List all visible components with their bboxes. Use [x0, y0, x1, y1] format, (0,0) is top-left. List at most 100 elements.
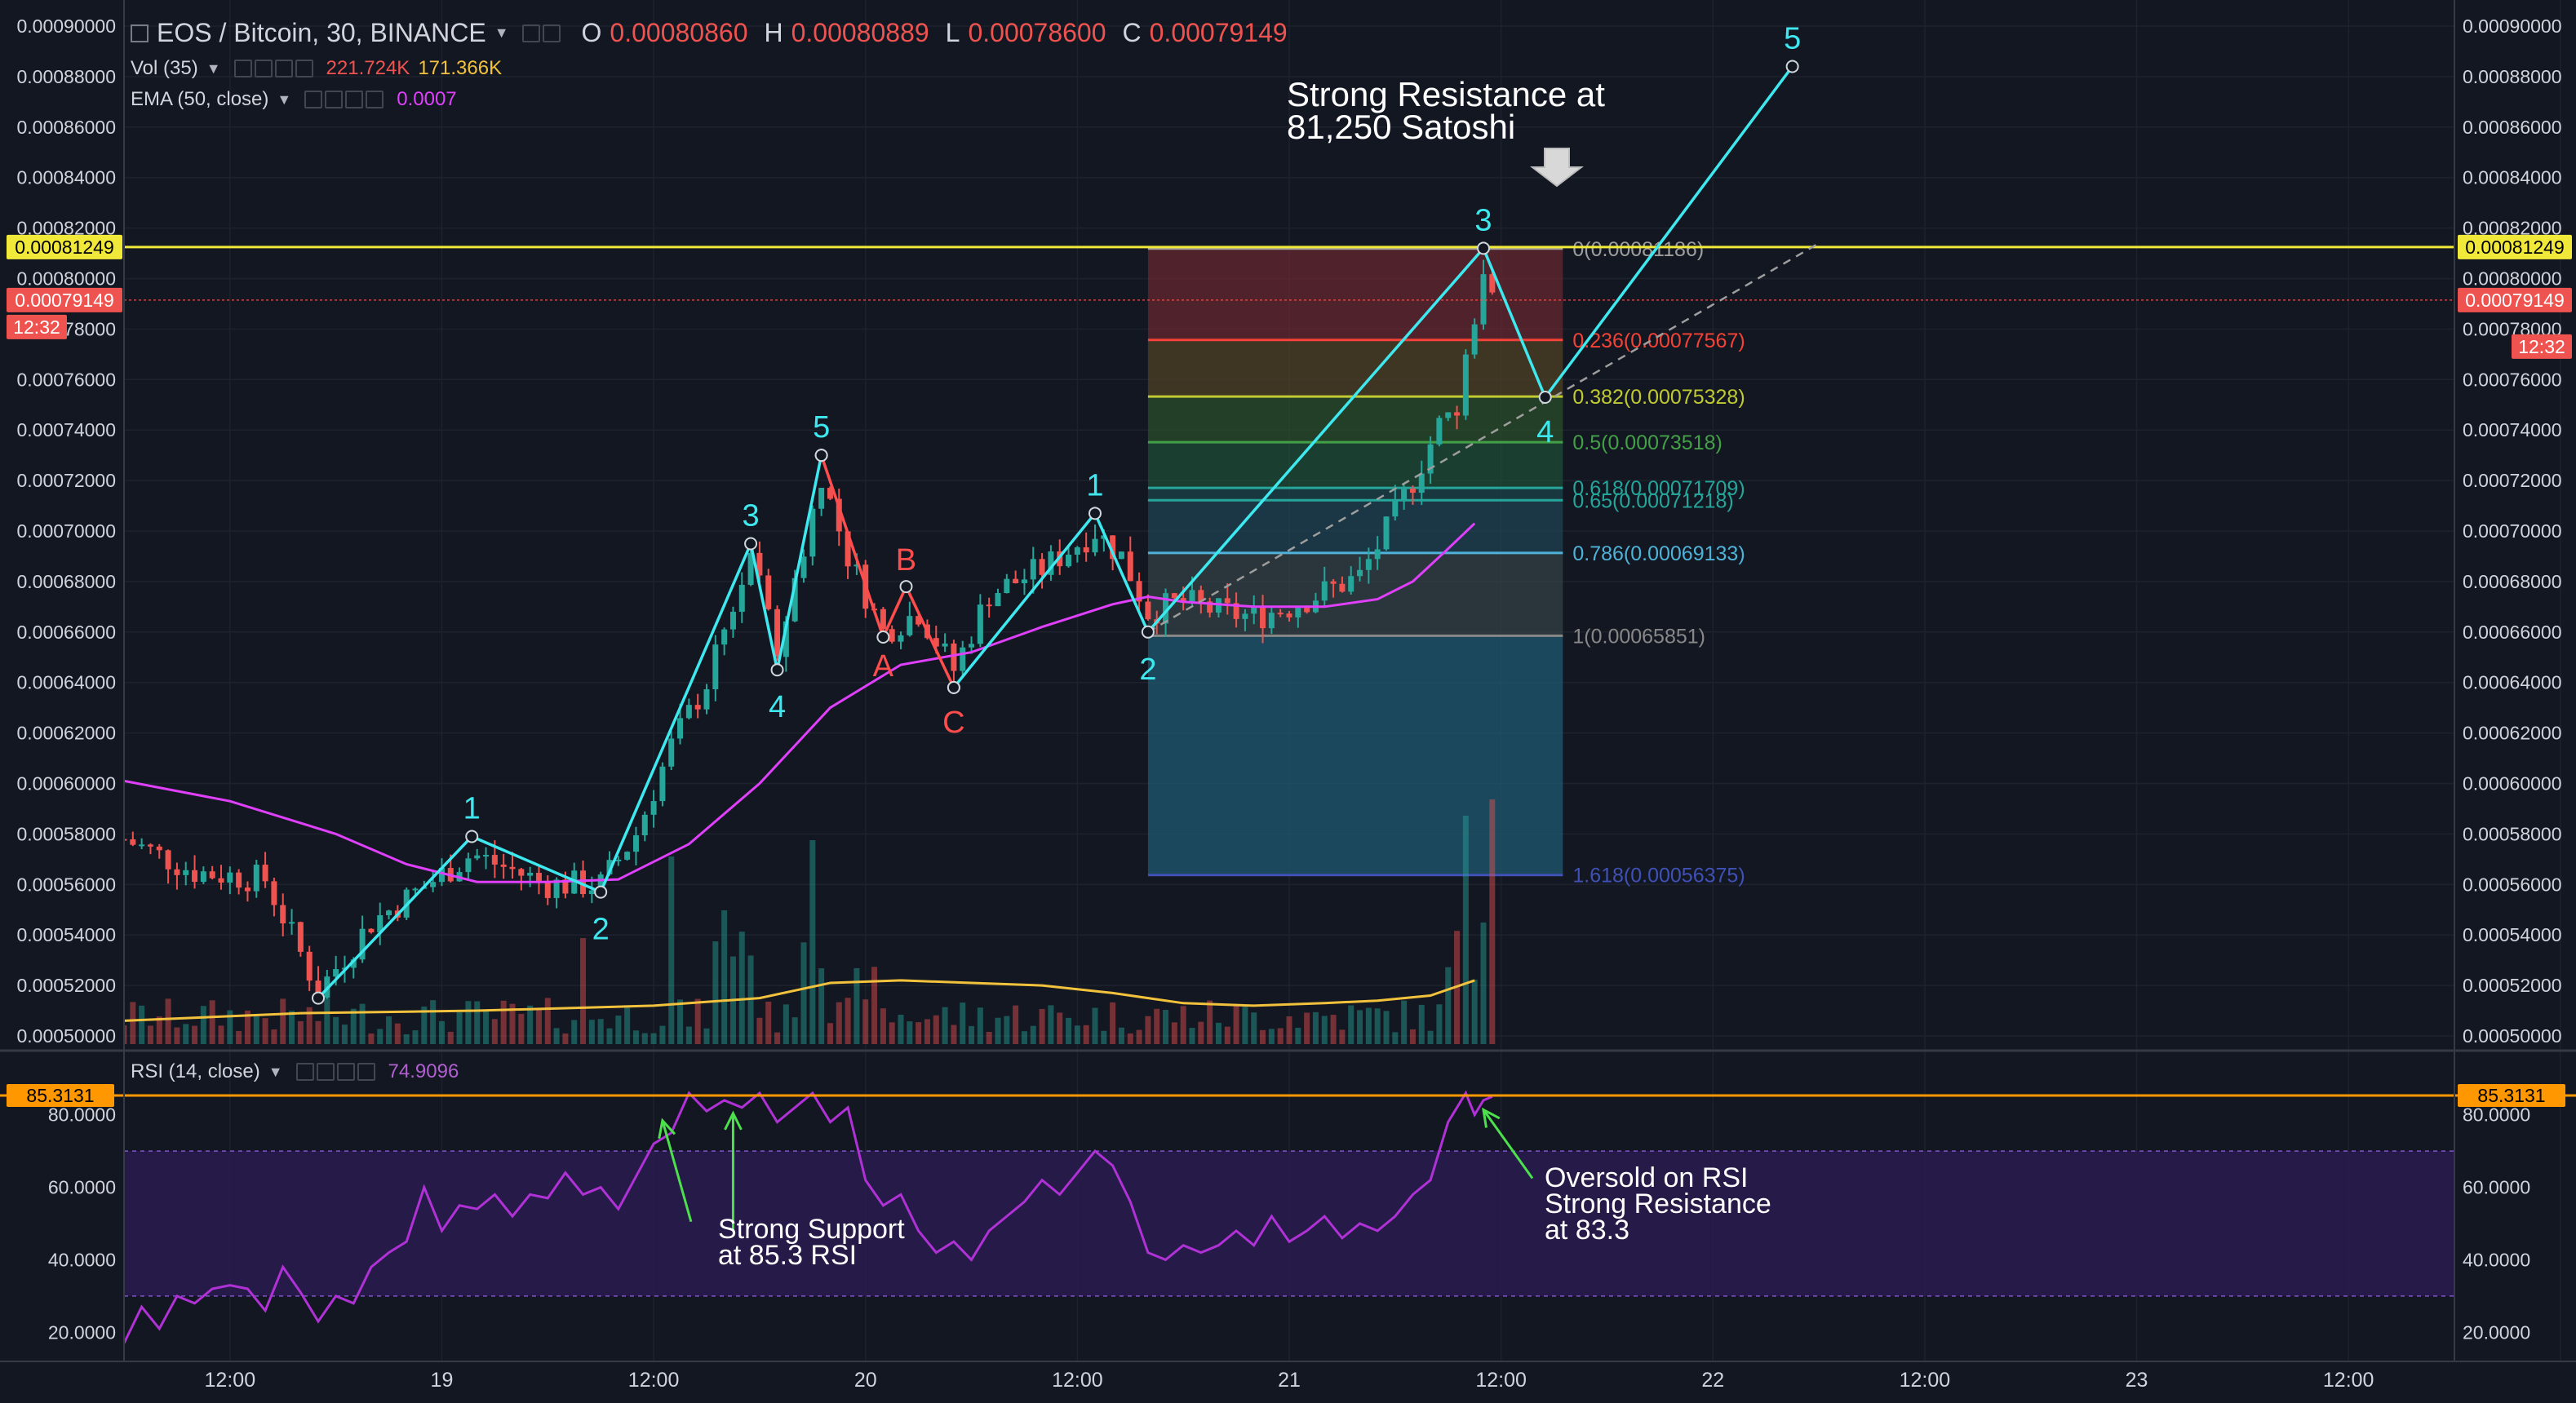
price-axis-tick-right: 0.00062000: [2463, 723, 2562, 744]
volume-bar: [333, 1016, 339, 1044]
candle-body: [827, 488, 833, 499]
candle-body: [721, 629, 728, 645]
more-icon[interactable]: [345, 91, 364, 108]
close-icon[interactable]: [295, 60, 313, 77]
chevron-down-icon[interactable]: ▼: [206, 60, 221, 77]
eye-icon[interactable]: [233, 60, 252, 77]
impulse-wave-2-label: 4: [1536, 415, 1554, 449]
candle-body: [1251, 606, 1257, 614]
impulse-wave-2-line: [952, 65, 1794, 689]
price-axis-tick-right: 0.00076000: [2463, 369, 2562, 390]
candle-body: [139, 844, 145, 847]
ema-legend-controls[interactable]: [304, 91, 384, 108]
settings-icon[interactable]: [521, 24, 540, 42]
volume-bar: [1312, 1011, 1319, 1044]
countdown-label-right-box: [2512, 334, 2572, 359]
candle-body: [615, 859, 622, 861]
impulse-wave-2-point: [1141, 625, 1155, 639]
volume-legend-controls[interactable]: [233, 60, 313, 77]
close-icon[interactable]: [366, 91, 384, 108]
volume-bar: [1489, 799, 1496, 1044]
time-axis-tick: 21: [1278, 1369, 1301, 1392]
price-axis-tick-left: 0.00068000: [16, 571, 116, 592]
volume-bar: [650, 1033, 657, 1044]
rsi-axis-tick-right: 20.0000: [2463, 1321, 2530, 1343]
settings-icon[interactable]: [316, 1063, 335, 1081]
resistance-title-line1: Strong Resistance at: [1287, 75, 1605, 113]
settings-icon[interactable]: [254, 60, 273, 77]
chevron-down-icon[interactable]: ▼: [277, 91, 292, 108]
candle-body: [738, 584, 745, 613]
rsi-legend-controls[interactable]: [295, 1063, 375, 1081]
more-icon[interactable]: [274, 60, 293, 77]
volume-bar: [359, 1003, 366, 1044]
rsi-legend[interactable]: RSI (14, close) ▼ 74.9096: [131, 1060, 459, 1083]
support-note-line1: Strong Support: [718, 1214, 905, 1245]
volume-bar: [1180, 1006, 1186, 1044]
volume-bar: [412, 1030, 419, 1044]
eye-icon[interactable]: [295, 1063, 314, 1081]
low-value: 0.00078600: [968, 18, 1106, 47]
volume-bar: [659, 1025, 666, 1044]
candle-body: [412, 888, 419, 891]
close-icon[interactable]: [357, 1063, 375, 1081]
candle-body: [350, 959, 357, 968]
candle-body: [1480, 274, 1487, 325]
candle-body: [969, 644, 975, 648]
countdown-label-left: 12:32: [13, 316, 60, 338]
candle-body: [624, 852, 631, 860]
volume-bar: [632, 1030, 639, 1044]
volume-bar: [933, 1015, 939, 1044]
eye-icon[interactable]: [304, 91, 323, 108]
volume-legend[interactable]: Vol (35) ▼ 221.724K 171.366K: [131, 57, 502, 80]
price-axis-tick-right: 0.00080000: [2463, 268, 2562, 290]
candle-body: [898, 635, 904, 642]
elliott-wave-annotations[interactable]: 1 2 3 4 5 A B C 1 2 3 4 5: [312, 22, 1820, 1005]
candle-body: [306, 951, 313, 981]
symbol-title[interactable]: EOS / Bitcoin, 30, BINANCE: [157, 18, 486, 47]
ema-label[interactable]: EMA (50, close): [131, 88, 269, 110]
close-value: 0.00079149: [1149, 18, 1288, 47]
price-axis-tick-left: 0.00064000: [16, 672, 116, 693]
volume-bar: [845, 998, 851, 1044]
fibonacci-retracement[interactable]: 0(0.00081186) 0.236(0.00077567) 0.382(0.00…: [1147, 238, 1745, 887]
collapse-icon[interactable]: [131, 24, 149, 42]
candle-body: [641, 814, 648, 836]
volume-bar: [924, 1019, 930, 1044]
last-price-label-left: 0.00079149: [15, 290, 114, 311]
candle-body: [1180, 598, 1186, 602]
more-icon[interactable]: [336, 1063, 355, 1081]
volume-label[interactable]: Vol (35): [131, 57, 198, 79]
volume-bar: [1471, 979, 1478, 1044]
volume-bar: [483, 1009, 490, 1044]
price-axis-tick-left: 0.00060000: [16, 773, 116, 794]
price-axis-tick-left: 0.00058000: [16, 823, 116, 844]
legend-controls[interactable]: [521, 24, 561, 42]
candle-body: [1021, 579, 1027, 584]
symbol-legend[interactable]: EOS / Bitcoin, 30, BINANCE ▼ O 0.00080860…: [131, 18, 1288, 48]
fib-level-label: 0.236(0.00077567): [1572, 330, 1745, 352]
chevron-down-icon[interactable]: ▼: [268, 1063, 283, 1080]
candle-body: [147, 844, 153, 847]
candle-body: [200, 871, 206, 883]
candle-body: [580, 870, 587, 895]
volume-bar: [200, 1006, 206, 1044]
candle-body: [500, 864, 507, 867]
candle-body: [509, 866, 516, 870]
volume-bar: [1268, 1029, 1275, 1044]
candle-body: [809, 508, 816, 557]
volume-bar: [1348, 1005, 1355, 1044]
fib-zone: [1147, 488, 1563, 501]
settings-icon[interactable]: [325, 91, 344, 108]
rsi-label[interactable]: RSI (14, close): [131, 1060, 260, 1082]
axes[interactable]: 0.00090000 0.00090000 0.00088000 0.00088000…: [7, 15, 2572, 1392]
candle-body: [1348, 576, 1355, 592]
high-label: H: [764, 18, 783, 47]
price-axis-tick-left: 0.00050000: [16, 1025, 116, 1047]
candle-body: [880, 609, 886, 630]
hide-icon[interactable]: [542, 24, 561, 42]
ema-legend[interactable]: EMA (50, close) ▼ 0.0007: [131, 88, 457, 111]
chevron-down-icon[interactable]: ▼: [494, 24, 509, 41]
volume-bar: [783, 1004, 789, 1044]
